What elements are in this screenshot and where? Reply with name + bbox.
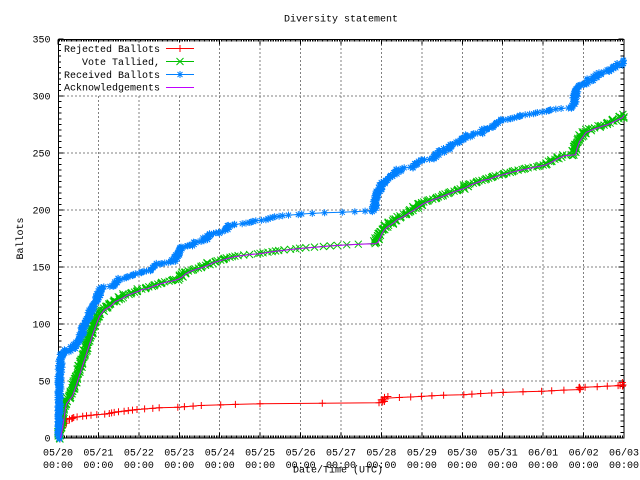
svg-text:Acknowledgements: Acknowledgements <box>64 83 160 95</box>
svg-text:06/02: 06/02 <box>569 448 599 460</box>
svg-text:00:00: 00:00 <box>286 461 316 472</box>
svg-text:05/30: 05/30 <box>447 448 477 460</box>
svg-text:00:00: 00:00 <box>205 461 235 472</box>
svg-text:200: 200 <box>32 207 50 218</box>
svg-text:06/03: 06/03 <box>609 448 639 460</box>
svg-text:00:00: 00:00 <box>609 461 639 472</box>
svg-text:00:00: 00:00 <box>407 461 437 472</box>
svg-text:00:00: 00:00 <box>83 461 113 472</box>
svg-text:06/01: 06/01 <box>528 448 558 460</box>
svg-text:05/25: 05/25 <box>245 448 275 460</box>
svg-text:00:00: 00:00 <box>569 461 599 472</box>
svg-text:100: 100 <box>32 321 50 332</box>
svg-text:05/26: 05/26 <box>286 448 316 460</box>
svg-text:300: 300 <box>32 93 50 104</box>
svg-text:Date/Time (UTC): Date/Time (UTC) <box>293 465 383 477</box>
svg-text:0: 0 <box>44 435 50 446</box>
svg-text:05/22: 05/22 <box>124 448 154 460</box>
svg-text:00:00: 00:00 <box>528 461 558 472</box>
svg-text:05/28: 05/28 <box>366 448 396 460</box>
svg-text:00:00: 00:00 <box>245 461 275 472</box>
svg-text:150: 150 <box>32 264 50 275</box>
svg-text:50: 50 <box>38 378 50 389</box>
svg-text:00:00: 00:00 <box>488 461 518 472</box>
svg-text:00:00: 00:00 <box>124 461 154 472</box>
svg-text:05/31: 05/31 <box>488 448 518 460</box>
svg-text:00:00: 00:00 <box>43 461 73 472</box>
svg-text:05/24: 05/24 <box>205 448 235 460</box>
svg-text:00:00: 00:00 <box>164 461 194 472</box>
svg-text:Diversity statement: Diversity statement <box>284 14 398 26</box>
svg-text:Received Ballots: Received Ballots <box>64 70 160 82</box>
svg-text:00:00: 00:00 <box>326 461 356 472</box>
svg-text:05/29: 05/29 <box>407 448 437 460</box>
svg-text:05/20: 05/20 <box>43 448 73 460</box>
svg-text:Ballots: Ballots <box>15 217 27 259</box>
svg-text:350: 350 <box>32 36 50 47</box>
svg-text:Rejected Ballots: Rejected Ballots <box>64 44 160 56</box>
svg-text:Vote Tallied,: Vote Tallied, <box>82 57 160 69</box>
svg-text:05/23: 05/23 <box>164 448 194 460</box>
svg-text:00:00: 00:00 <box>447 461 477 472</box>
svg-text:05/27: 05/27 <box>326 448 356 460</box>
svg-text:05/21: 05/21 <box>83 448 113 460</box>
svg-text:250: 250 <box>32 150 50 161</box>
svg-text:00:00: 00:00 <box>366 461 396 472</box>
